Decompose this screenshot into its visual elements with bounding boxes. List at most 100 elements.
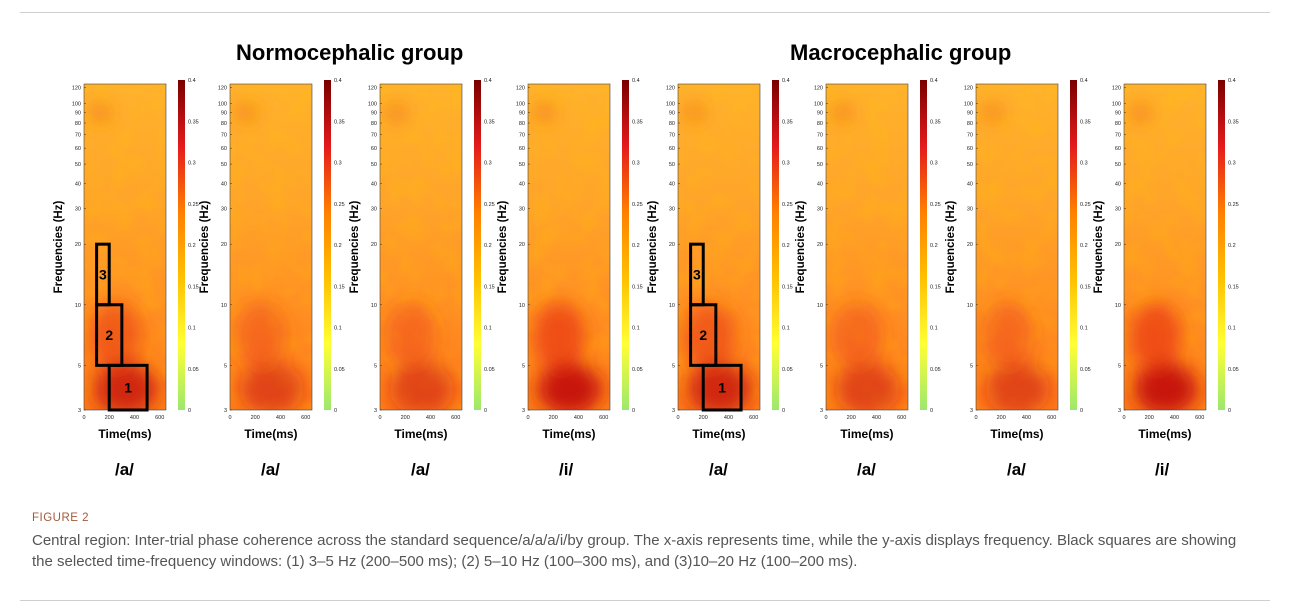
tf-window-label: 3 [693,266,701,282]
y-tick-label: 70 [817,133,823,139]
colorbar-tick-label: 0.4 [930,78,938,84]
tf-window-3 [689,242,705,307]
vowel-label: /a/ [857,460,876,479]
y-tick-label: 5 [1118,363,1121,369]
y-tick-label: 120 [814,86,823,92]
y-tick-label: 30 [519,207,525,213]
tf-window-3 [95,242,111,307]
colorbar-tick-label: 0.4 [188,78,196,84]
tf-window-1 [107,363,149,412]
y-tick-label: 70 [669,133,675,139]
colorbar-tick-label: 0.25 [782,202,793,208]
x-tick-label: 0 [1122,415,1125,421]
x-tick-label: 0 [676,415,679,421]
colorbar [474,80,481,410]
y-tick-label: 50 [519,162,525,168]
y-tick-label: 10 [371,303,377,309]
coherence-hotspot-low [835,363,900,410]
x-tick-label: 400 [426,415,435,421]
y-axis-label: Frequencies (Hz) [497,201,509,294]
colorbar-tick-label: 0.2 [632,243,640,249]
vowel-label: /a/ [115,460,134,479]
coherence-hotspot-high [685,105,704,120]
y-tick-label: 100 [368,102,377,108]
coherence-hotspot-low [389,363,454,410]
x-tick-label: 0 [974,415,977,421]
y-tick-label: 40 [669,182,675,188]
coherence-hotspot-low [1133,363,1198,410]
colorbar-tick-label: 0 [1080,408,1083,414]
bottom-rule [20,600,1270,601]
heatmap-panel-8: 3 5 10 20 30 40 50 60 70 80 90 100 120 0 200 400 600 Time… [1093,78,1239,441]
y-tick-label: 5 [522,363,525,369]
colorbar [622,80,629,410]
y-tick-label: 40 [75,182,81,188]
colorbar-tick-label: 0.35 [188,119,199,125]
coherence-hotspot-mid [235,301,288,370]
x-axis-label: Time(ms) [840,427,893,441]
y-tick-label: 120 [666,86,675,92]
group-title-normocephalic: Normocephalic group [236,40,464,65]
colorbar [1070,80,1077,410]
tf-window-label: 1 [718,380,726,396]
colorbar-tick-label: 0.1 [1080,326,1088,332]
y-tick-label: 50 [669,162,675,168]
heatmap-panel-7: 3 5 10 20 30 40 50 60 70 80 90 100 120 0 200 400 600 Time… [945,78,1091,441]
coherence-hotspot-high [1131,105,1150,120]
y-tick-label: 120 [218,86,227,92]
vowel-label: /a/ [411,460,430,479]
coherence-hotspot-high [237,105,256,120]
y-tick-label: 100 [666,102,675,108]
y-tick-label: 10 [75,303,81,309]
x-tick-label: 200 [549,415,558,421]
x-tick-label: 0 [228,415,231,421]
y-tick-label: 60 [669,146,675,152]
colorbar-tick-label: 0.4 [632,78,640,84]
plot-frame [975,83,1059,411]
y-tick-label: 100 [516,102,525,108]
y-tick-label: 80 [669,121,675,127]
y-tick-label: 30 [669,207,675,213]
y-tick-label: 60 [221,146,227,152]
y-tick-label: 80 [1115,121,1121,127]
y-tick-label: 90 [519,111,525,117]
x-tick-label: 200 [1145,415,1154,421]
coherence-hotspot-mid [533,301,586,370]
y-tick-label: 100 [964,102,973,108]
coherence-hotspot-mid [385,301,438,370]
x-tick-label: 600 [155,415,164,421]
colorbar-tick-label: 0.2 [484,243,492,249]
coherence-hotspot-mid [981,301,1034,370]
y-tick-label: 90 [75,111,81,117]
colorbar [324,80,331,410]
y-tick-label: 120 [72,86,81,92]
colorbar-tick-label: 0.05 [782,367,793,373]
x-tick-label: 0 [378,415,381,421]
x-axis-label: Time(ms) [542,427,595,441]
x-tick-label: 200 [105,415,114,421]
x-tick-label: 400 [1170,415,1179,421]
y-tick-label: 3 [970,408,973,414]
x-tick-label: 200 [997,415,1006,421]
y-tick-label: 3 [820,408,823,414]
colorbar-tick-label: 0.35 [484,119,495,125]
colorbar-tick-label: 0.15 [782,284,793,290]
colorbar-tick-label: 0 [782,408,785,414]
y-tick-label: 50 [817,162,823,168]
x-tick-label: 600 [897,415,906,421]
colorbar-tick-label: 0 [188,408,191,414]
colorbar-tick-label: 0.1 [484,326,492,332]
heatmap-panel-3: 3 5 10 20 30 40 50 60 70 80 90 100 120 0 200 400 600 Time… [349,78,495,441]
y-tick-label: 5 [970,363,973,369]
y-tick-label: 60 [371,146,377,152]
colorbar-tick-label: 0.2 [1228,243,1236,249]
y-tick-label: 3 [374,408,377,414]
coherence-hotspot-high [387,105,406,120]
colorbar-tick-label: 0.15 [334,284,345,290]
x-tick-label: 600 [451,415,460,421]
y-tick-label: 20 [967,242,973,248]
y-axis-label: Frequencies (Hz) [53,201,65,294]
y-axis-label: Frequencies (Hz) [349,201,361,294]
colorbar-tick-label: 0.1 [930,326,938,332]
